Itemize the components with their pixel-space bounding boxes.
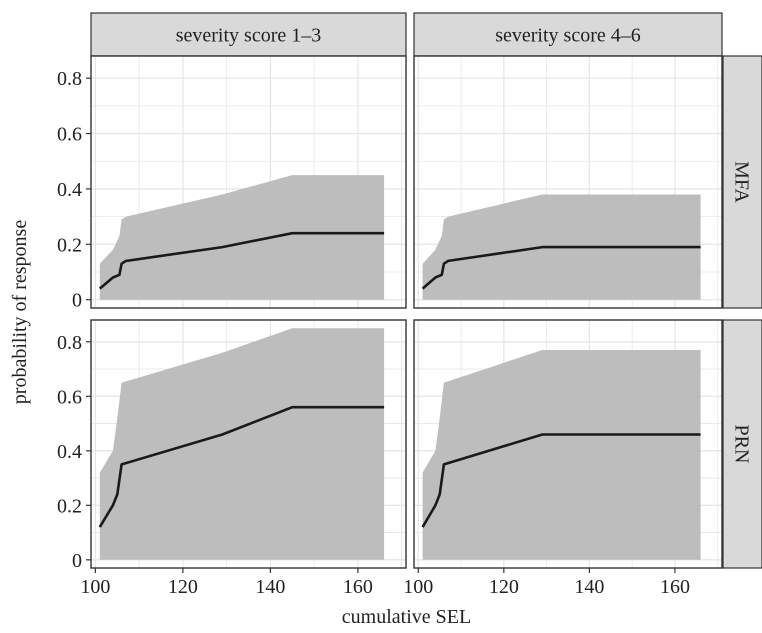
confidence-band (422, 350, 701, 560)
y-tick-label: 0.6 (57, 386, 82, 408)
y-tick-label: 0.6 (57, 124, 82, 146)
panel-border (413, 319, 723, 569)
response-line (98, 231, 385, 290)
response-line (421, 433, 701, 528)
x-tick-label: 100 (403, 576, 433, 598)
y-axis-title: probability of response (9, 220, 31, 405)
x-tick-label: 140 (574, 576, 604, 598)
y-tick-label: 0 (72, 550, 82, 572)
panel (413, 319, 723, 569)
x-tick-label: 120 (489, 576, 519, 598)
panel (413, 55, 723, 309)
panel (90, 319, 407, 569)
y-tick-label: 0.8 (57, 332, 82, 354)
x-tick-label: 160 (660, 576, 690, 598)
response-line (421, 245, 701, 290)
column-strip (90, 12, 407, 57)
row-strip (722, 319, 762, 569)
x-tick-label: 140 (255, 576, 285, 598)
y-tick-label: 0.4 (57, 441, 82, 463)
x-tick-label: 100 (80, 576, 110, 598)
y-tick-label: 0 (72, 290, 82, 312)
panel-border (90, 55, 407, 309)
row-strip-label: MFA (731, 161, 753, 203)
x-tick-label: 120 (168, 576, 198, 598)
row-strip-label: PRN (731, 425, 753, 464)
row-strip (722, 55, 762, 309)
response-line (98, 405, 385, 528)
panel (90, 55, 407, 309)
x-axis-title: cumulative SEL (342, 606, 471, 628)
panel-border (413, 55, 723, 309)
column-strip (413, 12, 723, 57)
y-tick-label: 0.2 (57, 495, 82, 517)
y-tick-label: 0.2 (57, 234, 82, 256)
y-tick-label: 0.8 (57, 68, 82, 90)
confidence-band (99, 328, 385, 560)
y-tick-label: 0.4 (57, 179, 82, 201)
panel-border (90, 319, 407, 569)
column-strip-label: severity score 1–3 (176, 25, 322, 47)
x-tick-label: 160 (343, 576, 373, 598)
confidence-band (99, 175, 385, 300)
column-strip-label: severity score 4–6 (495, 25, 641, 47)
